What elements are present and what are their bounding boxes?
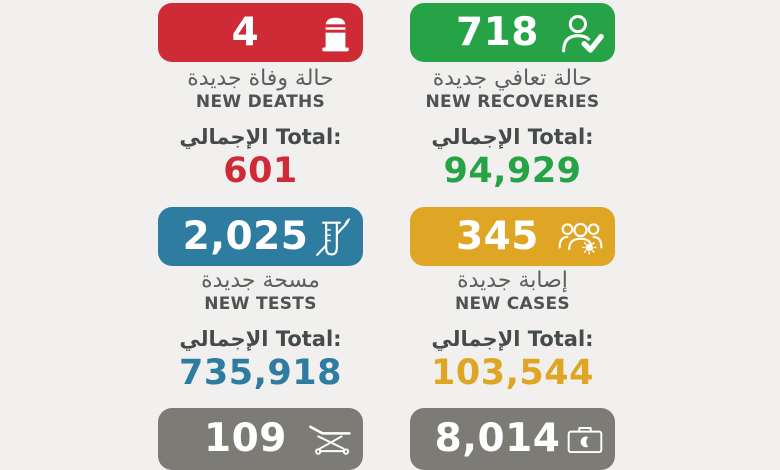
cases-text-block: إصابة جديدة NEW CASES الإجمالي Total: 10…	[400, 268, 625, 393]
new-tests-card: 2,025	[158, 207, 363, 266]
recoveries-text-block: حالة تعافي جديدة NEW RECOVERIES الإجمالي…	[400, 66, 625, 191]
deaths-text-block: حالة وفاة جديدة NEW DEATHS الإجمالي Tota…	[148, 66, 373, 191]
recoveries-label-arabic: حالة تعافي جديدة	[432, 66, 593, 91]
cases-label-english: NEW CASES	[455, 294, 570, 315]
recoveries-total-value: 94,929	[443, 150, 582, 191]
tests-text-block: مسحة جديدة NEW TESTS الإجمالي Total: 735…	[148, 268, 373, 393]
recoveries-label-english: NEW RECOVERIES	[425, 92, 600, 113]
new-cases-value: 345	[456, 214, 539, 259]
stretcher-stat-value: 109	[204, 416, 287, 461]
new-deaths-card: 4	[158, 3, 363, 62]
recovered-person-check-icon	[559, 12, 604, 53]
tests-total-label: الإجمالي Total:	[179, 326, 342, 351]
medical-case-stat-value: 8,014	[434, 416, 561, 461]
medical-case-stat-card: 8,014	[410, 408, 615, 470]
deaths-label-arabic: حالة وفاة جديدة	[187, 66, 334, 91]
deaths-total-label: الإجمالي Total:	[179, 124, 342, 149]
new-recoveries-card: 718	[410, 3, 615, 62]
cases-label-arabic: إصابة جديدة	[457, 268, 568, 293]
infected-group-virus-icon	[557, 218, 604, 255]
deaths-label-english: NEW DEATHS	[195, 92, 326, 113]
test-tube-swab-icon	[311, 214, 352, 259]
deaths-total-value: 601	[223, 150, 298, 191]
tombstone-icon	[319, 13, 352, 52]
tests-label-arabic: مسحة جديدة	[201, 268, 320, 293]
new-recoveries-value: 718	[456, 10, 539, 55]
tests-total-value: 735,918	[179, 352, 342, 393]
cases-total-value: 103,544	[431, 352, 594, 393]
new-cases-card: 345	[410, 207, 615, 266]
new-deaths-value: 4	[231, 10, 260, 55]
recoveries-total-label: الإجمالي Total:	[431, 124, 594, 149]
medical-case-crescent-icon	[566, 424, 604, 455]
new-tests-value: 2,025	[182, 214, 309, 259]
stretcher-stat-card: 109	[158, 408, 363, 470]
stretcher-icon	[307, 422, 352, 457]
cases-total-label: الإجمالي Total:	[431, 326, 594, 351]
tests-label-english: NEW TESTS	[204, 294, 317, 315]
